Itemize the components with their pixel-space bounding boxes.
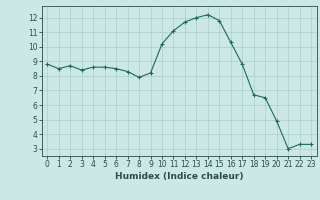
X-axis label: Humidex (Indice chaleur): Humidex (Indice chaleur): [115, 172, 244, 181]
